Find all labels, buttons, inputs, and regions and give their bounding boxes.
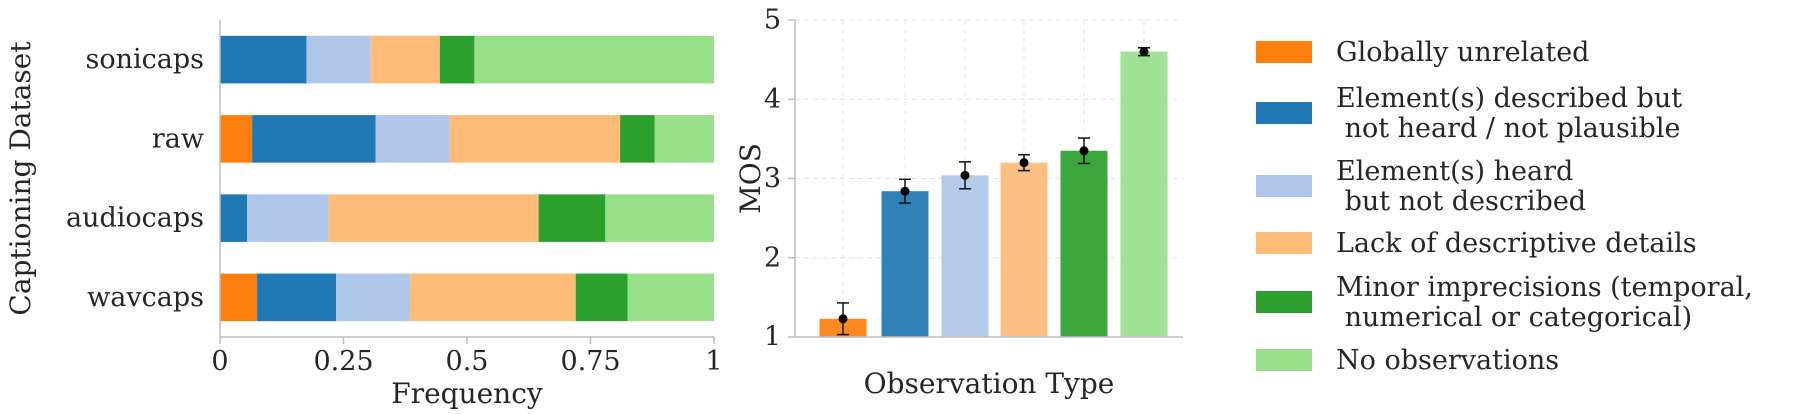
y-tick-label: 5 — [764, 5, 781, 36]
frequency-stacked-bar-chart: sonicaps raw audiocaps wavcaps 0 0.25 0.5 0.75 1… — [4, 20, 723, 410]
legend-swatch — [1256, 175, 1312, 197]
bar-raw-lack-details — [449, 115, 621, 163]
mean-point — [1079, 146, 1089, 156]
bar-wavcaps-no-observations — [627, 273, 714, 322]
bar-audiocaps-not-heard — [220, 194, 248, 242]
legend-label: Minor imprecisions (temporal, numerical … — [1336, 272, 1753, 333]
legend-label-line: Lack of descriptive details — [1336, 228, 1697, 259]
legend: Globally unrelated Element(s) described b… — [1256, 37, 1753, 376]
bar-raw-globally-unrelated — [220, 115, 253, 163]
bar-minor-imprecisions — [1060, 150, 1108, 337]
bar-audiocaps-no-observations — [605, 194, 714, 242]
x-tick-label: 1 — [705, 346, 722, 377]
legend-label: Lack of descriptive details — [1336, 228, 1697, 259]
bar-sonicaps-minor-imprecisions — [439, 35, 475, 84]
y-tick-label: audiocaps — [66, 203, 204, 234]
bar-no-observations — [1120, 51, 1168, 337]
legend-swatch — [1256, 41, 1312, 63]
bar-audiocaps-lack-details — [328, 194, 539, 242]
x-tick-label: 0.25 — [313, 346, 373, 377]
bar-lack-details — [1000, 162, 1048, 337]
bar-raw-no-observations — [654, 115, 714, 163]
y-tick-label: sonicaps — [86, 44, 205, 75]
legend-label-line: not heard / not plausible — [1336, 113, 1680, 144]
mos-bar-chart: 1 2 3 4 5 Observation Type MOS — [734, 5, 1183, 400]
y-tick-label: 4 — [764, 84, 781, 115]
legend-label-line: Element(s) described but — [1336, 83, 1682, 114]
bar-sonicaps-no-observations — [474, 35, 714, 84]
x-axis-label: Observation Type — [864, 367, 1115, 400]
legend-label: Element(s) heard but not described — [1336, 156, 1586, 217]
legend-label: Globally unrelated — [1336, 37, 1589, 68]
bar-not-heard — [881, 191, 929, 337]
legend-label: No observations — [1336, 345, 1559, 376]
y-axis-label: Captioning Dataset — [4, 41, 37, 316]
x-tick-label: 0.75 — [560, 346, 620, 377]
bar-sonicaps-lack-details — [370, 35, 440, 84]
bar-not-described — [941, 175, 989, 337]
legend-label-line: No observations — [1336, 345, 1559, 376]
y-tick-label: 1 — [764, 322, 781, 353]
bar-wavcaps-lack-details — [410, 273, 576, 322]
y-tick-label: 2 — [764, 242, 781, 273]
bar-raw-not-heard — [252, 115, 376, 163]
legend-label-line: Element(s) heard — [1336, 156, 1573, 187]
mean-point — [838, 314, 848, 324]
y-tick-label: raw — [152, 123, 204, 154]
bar-wavcaps-not-heard — [257, 273, 337, 322]
bar-raw-minor-imprecisions — [620, 115, 655, 163]
mean-point — [1139, 47, 1149, 57]
mean-point — [1019, 158, 1029, 168]
y-tick-label: wavcaps — [87, 282, 204, 313]
x-tick-label: 0.5 — [446, 346, 489, 377]
mean-point — [900, 186, 910, 196]
y-axis-label: MOS — [734, 143, 767, 214]
legend-label-line: Minor imprecisions (temporal, — [1336, 272, 1753, 303]
legend-label: Element(s) described but not heard / not… — [1336, 83, 1682, 144]
legend-swatch — [1256, 291, 1312, 313]
legend-swatch — [1256, 349, 1312, 371]
bar-audiocaps-minor-imprecisions — [538, 194, 606, 242]
bar-wavcaps-not-described — [336, 273, 411, 322]
legend-label-line: but not described — [1336, 186, 1586, 217]
y-tick-label: 3 — [764, 163, 781, 194]
bar-sonicaps-not-described — [306, 35, 371, 84]
legend-swatch — [1256, 102, 1312, 124]
bar-sonicaps-not-heard — [220, 35, 307, 84]
legend-label-line: numerical or categorical) — [1336, 302, 1692, 333]
bar-raw-not-described — [375, 115, 450, 163]
bar-wavcaps-globally-unrelated — [220, 273, 258, 322]
legend-label-line: Globally unrelated — [1336, 37, 1589, 68]
x-tick-label: 0 — [211, 346, 228, 377]
mean-point — [960, 170, 970, 180]
x-axis-label: Frequency — [391, 377, 543, 410]
bar-audiocaps-not-described — [247, 194, 329, 242]
legend-swatch — [1256, 232, 1312, 254]
bar-wavcaps-minor-imprecisions — [575, 273, 628, 322]
